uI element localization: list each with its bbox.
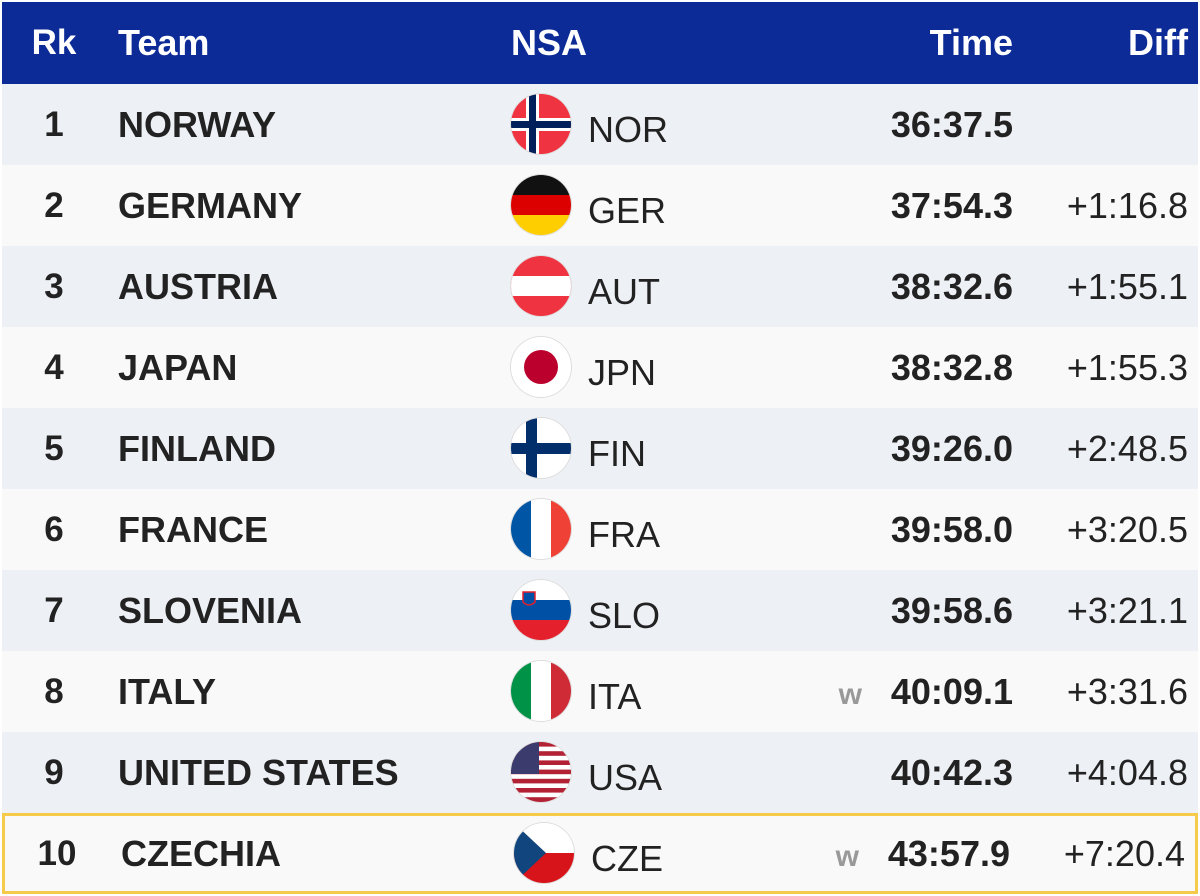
rank: 4	[44, 348, 64, 387]
flag-icon	[511, 661, 571, 721]
header-rank: Rk	[31, 23, 77, 62]
rank: 9	[44, 753, 64, 792]
nsa-code: JPN	[588, 352, 657, 393]
time: 37:54.3	[890, 185, 1013, 226]
team-name: AUSTRIA	[118, 266, 278, 307]
flag-icon	[511, 499, 571, 559]
time: 43:57.9	[887, 833, 1010, 874]
diff: +3:31.6	[1066, 671, 1188, 712]
time: 40:42.3	[890, 752, 1013, 793]
header-diff: Diff	[1128, 22, 1188, 63]
team-name: NORWAY	[118, 104, 277, 145]
flag-icon	[511, 742, 571, 802]
table-row: 3 AUSTRIA AUT 38:32.6 +1:55.1	[2, 246, 1198, 327]
flag-icon	[511, 418, 571, 478]
time: 39:26.0	[890, 428, 1013, 469]
rank: 3	[44, 267, 64, 306]
team-name: GERMANY	[118, 185, 303, 226]
table-row: 8 ITALY ITA w 40:09.1 +3:31.6	[2, 651, 1198, 732]
flag-icon	[511, 256, 571, 316]
time: 38:32.6	[890, 266, 1013, 307]
team-name: JAPAN	[118, 347, 238, 388]
nsa-code: FRA	[588, 514, 660, 555]
nsa-code: ITA	[588, 676, 642, 717]
flag-icon	[511, 94, 571, 154]
flag-icon	[511, 580, 571, 640]
team-name: FINLAND	[118, 428, 276, 469]
table-row: 10 CZECHIA CZE w 43:57.9 +7:20.4	[2, 813, 1198, 894]
nsa-code: USA	[588, 757, 663, 798]
team-name: CZECHIA	[121, 833, 281, 874]
time-mark: w	[835, 840, 859, 873]
team-name: UNITED STATES	[118, 752, 399, 793]
table-row: 2 GERMANY GER 37:54.3 +1:16.8	[2, 165, 1198, 246]
flag-icon	[514, 823, 574, 883]
header-time: Time	[929, 22, 1013, 63]
rank: 7	[44, 591, 64, 630]
diff: +1:16.8	[1066, 185, 1188, 226]
rank: 2	[44, 186, 64, 225]
time-mark: w	[838, 678, 862, 711]
flag-icon	[511, 175, 571, 235]
team-name: FRANCE	[118, 509, 268, 550]
table-row: 9 UNITED STATES USA 40:42.3 +4:04.8	[2, 732, 1198, 813]
diff: +3:20.5	[1066, 509, 1188, 550]
time: 39:58.0	[890, 509, 1013, 550]
header-row: Rk Team NSA Time Diff	[2, 2, 1198, 84]
team-name: ITALY	[118, 671, 217, 712]
nsa-code: NOR	[588, 109, 668, 150]
header-nsa: NSA	[511, 22, 588, 63]
time: 38:32.8	[890, 347, 1013, 388]
nsa-code: CZE	[591, 838, 663, 879]
time: 36:37.5	[890, 104, 1013, 145]
diff: +1:55.3	[1066, 347, 1188, 388]
table-row: 4 JAPAN JPN 38:32.8 +1:55.3	[2, 327, 1198, 408]
diff: +2:48.5	[1066, 428, 1188, 469]
rank: 6	[44, 510, 64, 549]
nsa-code: AUT	[588, 271, 660, 312]
flag-icon	[511, 337, 571, 397]
table-row: 7 SLOVENIA SLO 39:58.6 +3:21.1	[2, 570, 1198, 651]
header-team: Team	[118, 22, 210, 63]
diff: +7:20.4	[1063, 833, 1185, 874]
rank: 8	[44, 672, 64, 711]
team-name: SLOVENIA	[118, 590, 303, 631]
rank: 10	[37, 834, 77, 873]
diff: +3:21.1	[1066, 590, 1188, 631]
table-row: 6 FRANCE FRA 39:58.0 +3:20.5	[2, 489, 1198, 570]
table-row: 5 FINLAND FIN 39:26.0 +2:48.5	[2, 408, 1198, 489]
time: 40:09.1	[890, 671, 1013, 712]
diff: +1:55.1	[1066, 266, 1188, 307]
nsa-code: GER	[588, 190, 667, 231]
table-row: 1 NORWAY NOR 36:37.5	[2, 84, 1198, 165]
nsa-code: SLO	[588, 595, 661, 636]
rank: 5	[44, 429, 64, 468]
rank: 1	[44, 105, 64, 144]
diff: +4:04.8	[1066, 752, 1188, 793]
nsa-code: FIN	[588, 433, 646, 474]
time: 39:58.6	[890, 590, 1013, 631]
